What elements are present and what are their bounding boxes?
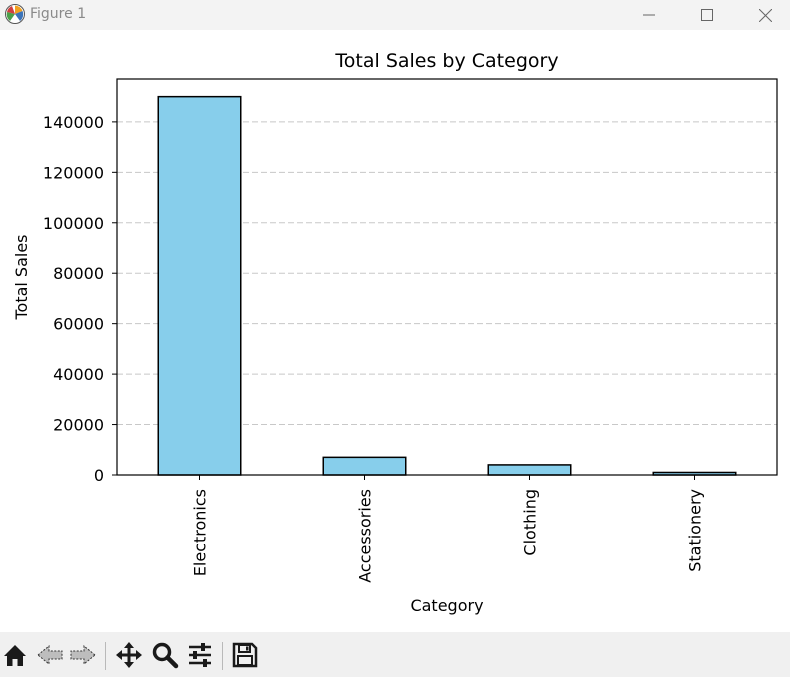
navigation-toolbar [0, 632, 790, 677]
minimize-button[interactable] [626, 0, 672, 30]
configure-button[interactable] [185, 640, 215, 670]
matplotlib-logo-icon [5, 4, 25, 24]
back-button[interactable] [35, 640, 65, 670]
y-tick-label: 0 [94, 466, 104, 485]
window-title: Figure 1 [30, 6, 87, 22]
y-axis-label: Total Sales [12, 234, 31, 320]
arrow-left-icon [37, 644, 63, 666]
home-icon [4, 645, 26, 666]
title-bar: Figure 1 [0, 0, 790, 30]
chart-title: Total Sales by Category [334, 50, 558, 72]
toolbar-separator [222, 642, 223, 670]
floppy-icon [232, 642, 258, 668]
y-tick-label: 80000 [53, 264, 104, 283]
arrow-right-icon [70, 644, 96, 666]
y-tick-label: 120000 [43, 163, 104, 182]
move-icon [116, 642, 142, 668]
y-tick-label: 140000 [43, 113, 104, 132]
x-tick-label: Accessories [356, 489, 375, 583]
pan-button[interactable] [114, 640, 144, 670]
y-tick-label: 100000 [43, 214, 104, 233]
maximize-icon [701, 9, 713, 21]
axes-frame [116, 78, 778, 476]
close-icon [758, 8, 772, 22]
zoom-icon [152, 642, 179, 669]
y-tick-label: 60000 [53, 315, 104, 334]
y-tick-label: 20000 [53, 416, 104, 435]
home-button[interactable] [0, 640, 30, 670]
bar-clothing [487, 464, 572, 476]
x-tick-label: Stationery [686, 489, 705, 572]
bars [157, 95, 737, 476]
maximize-button[interactable] [684, 0, 730, 30]
forward-button[interactable] [68, 640, 98, 670]
x-tick-label: Electronics [191, 489, 210, 576]
close-button[interactable] [742, 0, 788, 30]
minimize-icon [643, 14, 655, 16]
toolbar-separator [105, 642, 106, 670]
y-axis: 0 20000 40000 60000 80000 100000 120000 140000 [43, 113, 117, 485]
x-tick-label: Clothing [521, 489, 540, 556]
sliders-icon [189, 643, 211, 667]
save-button[interactable] [230, 640, 260, 670]
zoom-button[interactable] [150, 640, 180, 670]
y-tick-label: 40000 [53, 365, 104, 384]
x-axis: Electronics Accessories Clothing Stationery [191, 475, 705, 583]
bar-accessories [322, 456, 407, 476]
x-axis-label: Category [410, 596, 483, 615]
figure-canvas[interactable]: 020000400006000080000100000120000140000 … [0, 30, 790, 630]
bar-electronics [157, 95, 242, 476]
